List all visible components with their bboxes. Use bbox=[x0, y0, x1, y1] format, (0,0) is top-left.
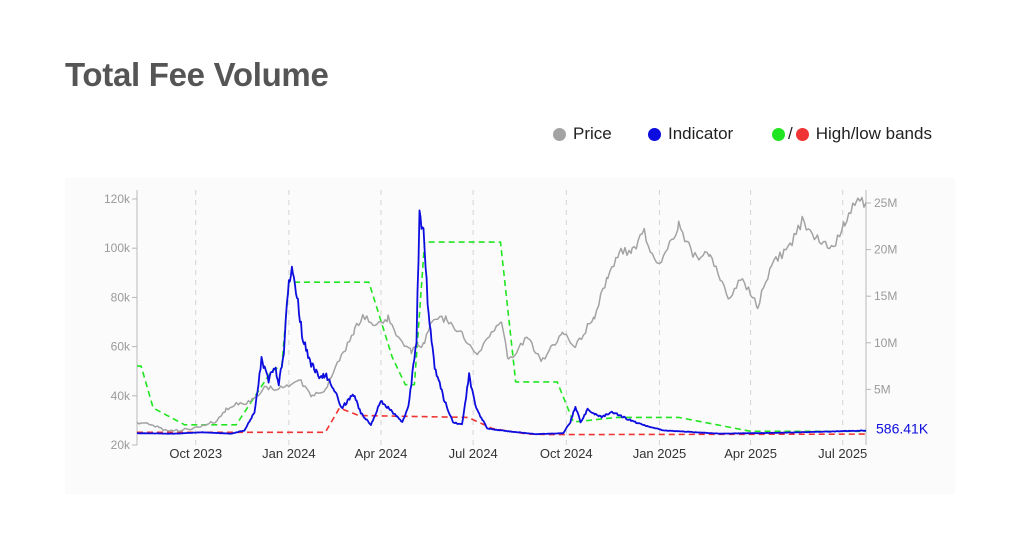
right-axis-label: 5M bbox=[874, 382, 891, 396]
last-value-label: 586.41K bbox=[876, 421, 929, 437]
last-value-group: 586.41K bbox=[876, 421, 929, 437]
legend-label-indicator: Indicator bbox=[668, 124, 734, 143]
left-axis-label: 100k bbox=[104, 241, 131, 255]
legend-label-price: Price bbox=[573, 124, 612, 143]
indicator-dot-icon bbox=[648, 127, 661, 141]
vertical-gridlines bbox=[195, 190, 844, 445]
x-axis: Oct 2023 Jan 2024 Apr 2024 Jul 2024 Oct 2024… bbox=[169, 446, 867, 461]
legend-item-indicator[interactable]: Indicator bbox=[648, 124, 733, 144]
right-axis-label: 25M bbox=[874, 196, 897, 210]
left-axis-label: 120k bbox=[104, 192, 131, 206]
series-line-price bbox=[136, 196, 867, 433]
series-line-indicator bbox=[136, 209, 867, 436]
right-axis-label: 20M bbox=[874, 243, 897, 257]
left-axis-label: 40k bbox=[111, 389, 131, 403]
series-group bbox=[136, 196, 867, 436]
x-tick-label: Apr 2025 bbox=[724, 446, 777, 461]
x-tick-label: Jul 2024 bbox=[449, 446, 498, 461]
chart-panel bbox=[65, 178, 955, 494]
x-tick-label: Oct 2024 bbox=[540, 446, 593, 461]
x-tick-label: Oct 2023 bbox=[169, 446, 222, 461]
x-tick-label: Apr 2024 bbox=[355, 446, 408, 461]
page-title: Total Fee Volume bbox=[65, 56, 329, 93]
high-band-dot-icon bbox=[772, 127, 785, 141]
left-axis-label: 60k bbox=[111, 340, 131, 354]
legend-item-price[interactable]: Price bbox=[553, 124, 612, 144]
x-tick-label: Jan 2024 bbox=[262, 446, 316, 461]
x-tick-label: Jul 2025 bbox=[818, 446, 867, 461]
x-tick-label: Jan 2025 bbox=[633, 446, 687, 461]
left-axis: 20k 40k 60k 80k 100k 120k bbox=[104, 190, 138, 452]
legend-label-bands: High/low bands bbox=[815, 124, 932, 143]
low-band-dot-icon bbox=[795, 127, 809, 141]
chart-legend: Price Indicator / High/low bands bbox=[0, 124, 1024, 148]
left-axis-label: 80k bbox=[111, 290, 131, 304]
series-line-high-band bbox=[137, 241, 866, 433]
left-axis-label: 20k bbox=[111, 438, 131, 452]
right-axis: 5M 10M 15M 20M 25M bbox=[865, 190, 897, 445]
legend-item-bands[interactable]: / High/low bands bbox=[772, 124, 932, 144]
price-dot-icon bbox=[553, 127, 566, 141]
legend-separator: / bbox=[788, 124, 793, 143]
right-axis-label: 15M bbox=[874, 289, 897, 303]
right-axis-label: 10M bbox=[874, 336, 897, 350]
